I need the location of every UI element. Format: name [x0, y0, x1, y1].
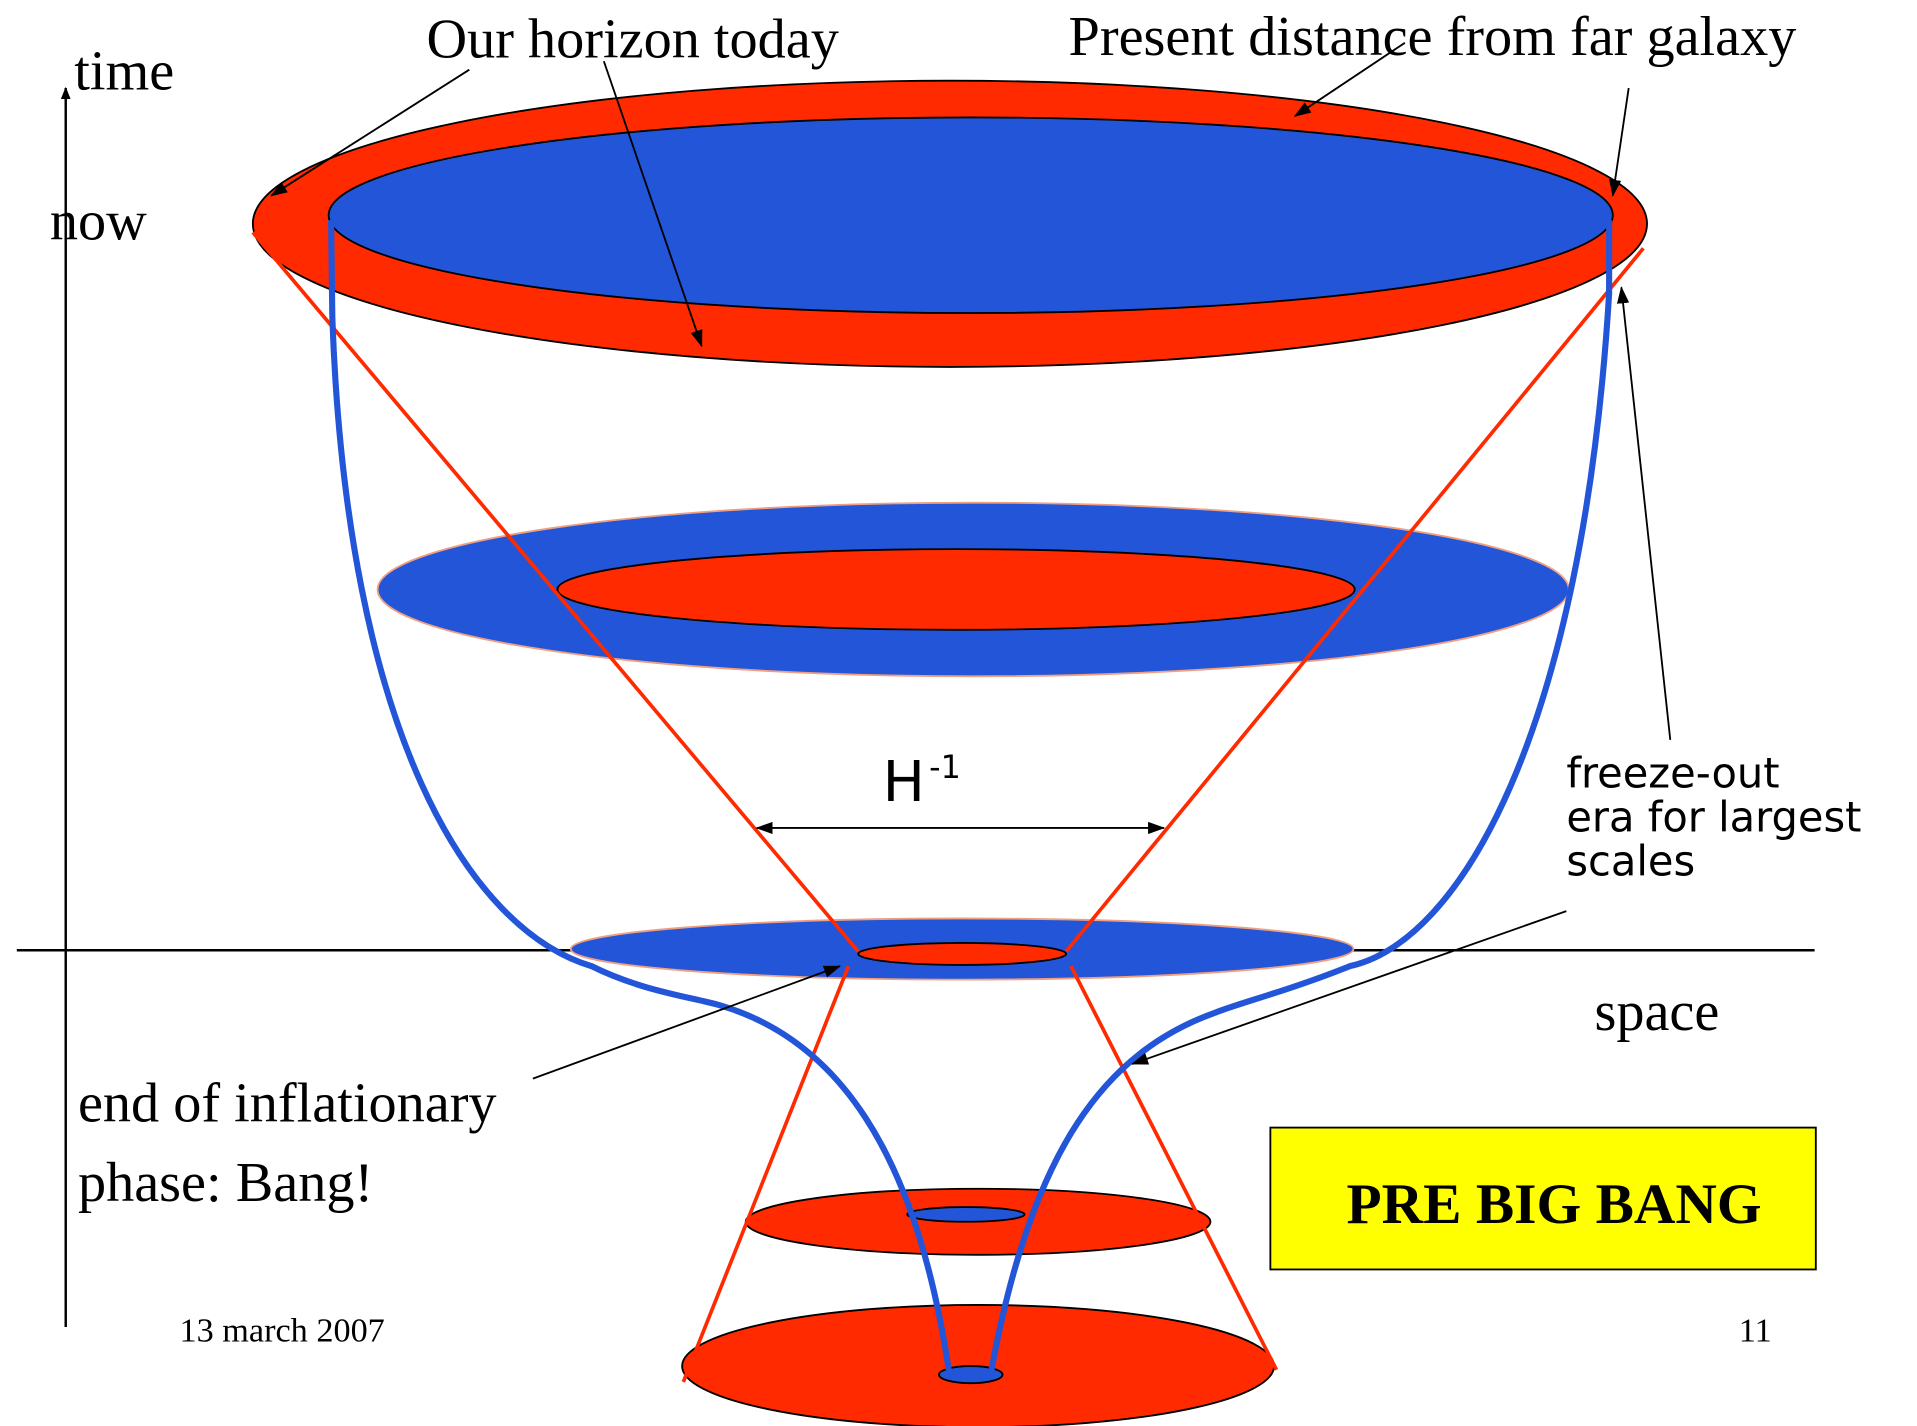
- footer-page: 11: [1739, 1312, 1772, 1350]
- base-core: [938, 1365, 1004, 1385]
- label: phase: Bang!: [78, 1152, 373, 1214]
- label: era for largest: [1566, 793, 1861, 842]
- low-disk: [857, 942, 1068, 966]
- callout-box: [1269, 1126, 1817, 1271]
- callout-text: PRE BIG BANG: [1347, 1173, 1762, 1236]
- label: time: [74, 40, 174, 102]
- label: Our horizon today: [427, 8, 839, 70]
- scale-curve: [328, 220, 1613, 1371]
- label: -1: [929, 749, 961, 786]
- label: freeze-out: [1566, 749, 1779, 798]
- label: scales: [1566, 837, 1695, 886]
- label: Present distance from far galaxy: [1069, 6, 1797, 68]
- label: now: [50, 191, 147, 253]
- label: space: [1594, 981, 1719, 1043]
- horizon-disk: [327, 116, 1614, 315]
- pointer: [270, 42, 1672, 1080]
- pre-core: [906, 1206, 1026, 1223]
- mid-disk: [556, 548, 1356, 631]
- footer-date: 13 march 2007: [179, 1312, 384, 1350]
- label: H: [883, 750, 925, 815]
- label: end of inflationary: [78, 1072, 497, 1134]
